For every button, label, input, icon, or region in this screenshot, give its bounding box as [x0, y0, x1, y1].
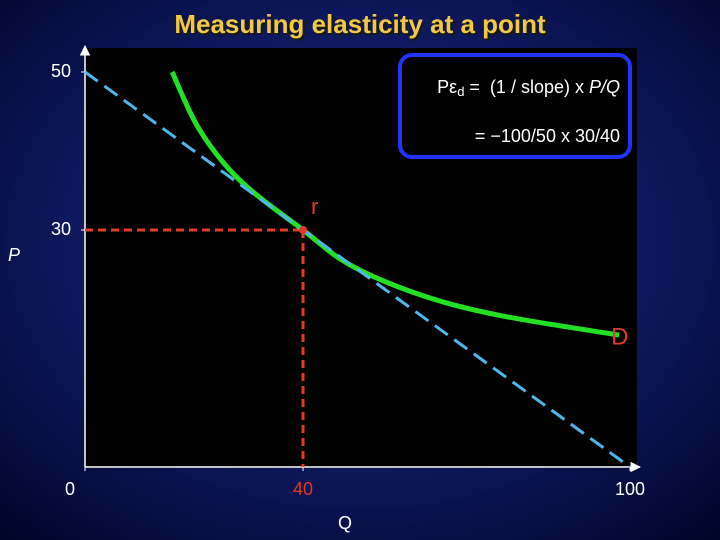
- series-line: [84, 70, 631, 469]
- formula-line2: = −100/50 x 30/40: [475, 126, 620, 146]
- title-shadow: Measuring elasticity at a point: [176, 11, 548, 41]
- point-marker: [299, 226, 307, 234]
- chart-title: Measuring elasticity at a point: [174, 9, 546, 39]
- series-line: [169, 70, 620, 338]
- point-label: r: [311, 194, 318, 219]
- x-tick-label: 0: [65, 479, 75, 499]
- formula-line1: Pεd = (1 / slope) x P/Q: [437, 77, 620, 100]
- formula-subscript: d: [457, 84, 464, 99]
- x-axis-label: Q: [338, 513, 352, 533]
- formula-symbol: Pε: [437, 77, 457, 97]
- series-label: D: [611, 323, 628, 350]
- formula-box: [398, 53, 632, 159]
- x-tick-label: 100: [615, 479, 645, 499]
- x-tick-label: 40: [293, 479, 313, 499]
- formula-text: = (1 / slope) x: [464, 77, 589, 97]
- y-axis-label: P: [8, 245, 20, 265]
- y-tick-label: 50: [51, 61, 71, 81]
- formula-italic: P/Q: [589, 77, 620, 97]
- y-tick-label: 30: [51, 219, 71, 239]
